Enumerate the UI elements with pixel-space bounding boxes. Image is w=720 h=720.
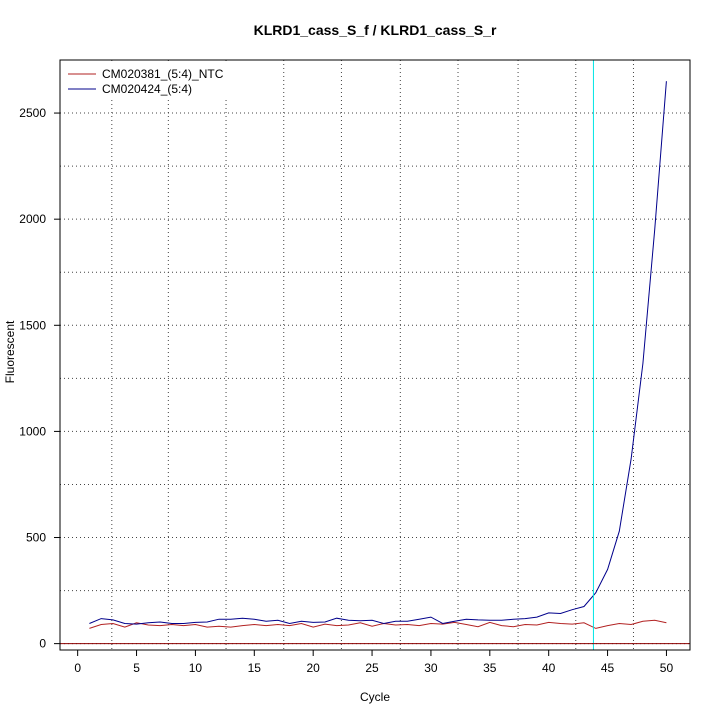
x-tick-label: 10 <box>189 661 203 675</box>
x-tick-label: 30 <box>424 661 438 675</box>
y-tick-label: 500 <box>26 531 46 545</box>
x-axis: 0 5 10 15 20 25 30 35 40 45 50 <box>74 650 673 675</box>
x-tick-label: 5 <box>133 661 140 675</box>
y-axis-label: Fluorescent <box>3 320 17 383</box>
legend-label-sample: CM020424_(5:4) <box>102 82 192 96</box>
chart-title: KLRD1_cass_S_f / KLRD1_cass_S_r <box>254 22 497 38</box>
y-tick-label: 2500 <box>19 106 46 120</box>
x-tick-label: 15 <box>248 661 262 675</box>
y-tick-label: 2000 <box>19 212 46 226</box>
x-axis-label: Cycle <box>360 690 390 704</box>
series-lines <box>89 81 667 629</box>
series-line-1 <box>89 81 667 625</box>
x-tick-label: 35 <box>483 661 497 675</box>
x-tick-label: 0 <box>74 661 81 675</box>
x-tick-label: 40 <box>542 661 556 675</box>
series-line-0 <box>89 619 667 629</box>
reference-lines <box>60 60 690 650</box>
legend-box <box>63 63 233 97</box>
grid <box>60 60 690 650</box>
legend: CM020381_(5:4)_NTC CM020424_(5:4) <box>63 63 233 97</box>
x-tick-label: 50 <box>660 661 674 675</box>
y-tick-label: 0 <box>39 637 46 651</box>
y-tick-label: 1000 <box>19 424 46 438</box>
y-axis: 0 500 1000 1500 2000 2500 <box>19 106 60 651</box>
x-tick-label: 45 <box>601 661 615 675</box>
x-tick-label: 20 <box>306 661 320 675</box>
legend-label-ntc: CM020381_(5:4)_NTC <box>102 67 224 81</box>
x-tick-label: 25 <box>365 661 379 675</box>
plot-frame <box>59 59 691 651</box>
y-tick-label: 1500 <box>19 318 46 332</box>
